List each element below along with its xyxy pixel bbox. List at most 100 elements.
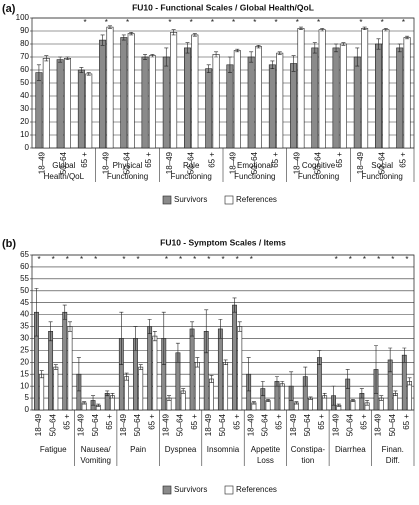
x-tick-label: 50–64	[123, 151, 132, 174]
x-tick-label: 18–49	[356, 151, 365, 174]
bar	[316, 357, 322, 411]
bar	[237, 326, 243, 411]
x-tick-label: 50–64	[59, 151, 68, 174]
error-bar	[204, 309, 209, 354]
error-bar	[402, 347, 407, 363]
bar	[120, 37, 128, 149]
group-label: Functioning	[234, 172, 275, 181]
x-tick-label: 65 +	[360, 414, 369, 430]
group-label: Diarrhea	[335, 445, 366, 454]
bar	[396, 47, 404, 149]
y-tick-label: 45	[20, 298, 29, 307]
x-tick-label: 65 +	[402, 414, 411, 430]
error-bar	[362, 26, 367, 30]
x-tick-label: 50–64	[91, 413, 100, 436]
error-bar	[65, 56, 70, 60]
significance-marker: *	[38, 255, 41, 264]
bar	[226, 64, 234, 149]
bar	[189, 328, 195, 411]
error-bar	[308, 396, 313, 400]
error-bar	[274, 376, 279, 387]
bar	[374, 43, 382, 149]
error-bar	[107, 25, 112, 29]
significance-marker: *	[190, 18, 193, 27]
error-bar	[359, 388, 364, 399]
x-tick-label: 50–64	[388, 413, 397, 436]
group-label: tion	[301, 456, 314, 465]
error-bar	[251, 401, 256, 405]
error-bar	[214, 51, 219, 58]
panel-label: (b)	[2, 238, 16, 250]
bar	[162, 56, 170, 149]
bar	[232, 304, 237, 411]
significance-marker: *	[122, 255, 125, 264]
bar	[85, 73, 93, 149]
error-bar	[376, 38, 381, 50]
significance-marker: *	[211, 18, 214, 27]
error-bar	[260, 381, 265, 396]
error-bar	[58, 56, 63, 63]
plot-frame	[31, 254, 415, 411]
bar	[233, 50, 241, 149]
error-bar	[336, 403, 341, 407]
significance-marker: *	[274, 18, 277, 27]
legend-label: References	[236, 485, 277, 494]
bar	[212, 54, 220, 149]
bar	[124, 376, 130, 411]
x-tick-label: 18–49	[38, 151, 47, 174]
error-bar	[320, 28, 325, 32]
group-label: Role	[183, 161, 200, 170]
significance-marker: *	[359, 18, 362, 27]
group-label: Functioning	[361, 172, 402, 181]
bar	[170, 31, 178, 149]
bar	[382, 29, 390, 149]
error-bar	[235, 48, 240, 53]
significance-marker: *	[405, 255, 408, 264]
x-tick-label: 18–49	[246, 413, 255, 436]
group-label: Functioning	[107, 172, 148, 181]
error-bar	[341, 42, 346, 46]
significance-marker: *	[335, 255, 338, 264]
x-tick-label: 18–49	[119, 413, 128, 436]
x-tick-label: 50–64	[377, 151, 386, 174]
x-tick-label: 65 +	[232, 414, 241, 430]
y-tick-label: 40	[20, 91, 29, 100]
x-tick-label: 18–49	[165, 151, 174, 174]
error-bar	[266, 398, 271, 402]
bar	[141, 56, 149, 149]
group-label: Loss	[257, 456, 274, 465]
chart-title: FU10 - Functional Scales / Global Health…	[132, 2, 314, 12]
group-label: Fatigue	[40, 445, 67, 454]
x-tick-label: 50–64	[133, 413, 142, 436]
y-tick-label: 15	[20, 369, 29, 378]
bar	[56, 59, 64, 149]
error-bar	[393, 390, 398, 396]
bar	[106, 26, 114, 149]
error-bar	[312, 42, 317, 54]
group-label: Physical	[113, 161, 143, 170]
x-tick-label: 50–64	[303, 413, 312, 436]
error-bar	[298, 26, 303, 30]
error-bar	[79, 67, 84, 73]
x-tick-label: 18–49	[34, 413, 43, 436]
error-bar	[256, 45, 261, 49]
error-bar	[405, 35, 410, 40]
error-bar	[121, 34, 126, 41]
legend-swatch	[224, 485, 234, 495]
error-bar	[164, 47, 169, 67]
bar	[255, 46, 262, 149]
significance-marker: *	[94, 255, 97, 264]
group-label: Pain	[130, 445, 146, 454]
bar	[339, 43, 347, 149]
error-bar	[150, 54, 155, 58]
legend-swatch	[162, 195, 172, 205]
x-tick-label: 50–64	[345, 413, 354, 436]
error-bar	[147, 319, 152, 334]
error-bar	[190, 321, 195, 337]
y-tick-label: 30	[20, 334, 29, 343]
x-tick-label: 18–49	[204, 413, 213, 436]
significance-marker: *	[363, 255, 366, 264]
significance-marker: *	[221, 255, 224, 264]
x-tick-label: 18–49	[289, 413, 298, 436]
group-label: Constipa-	[291, 445, 326, 454]
